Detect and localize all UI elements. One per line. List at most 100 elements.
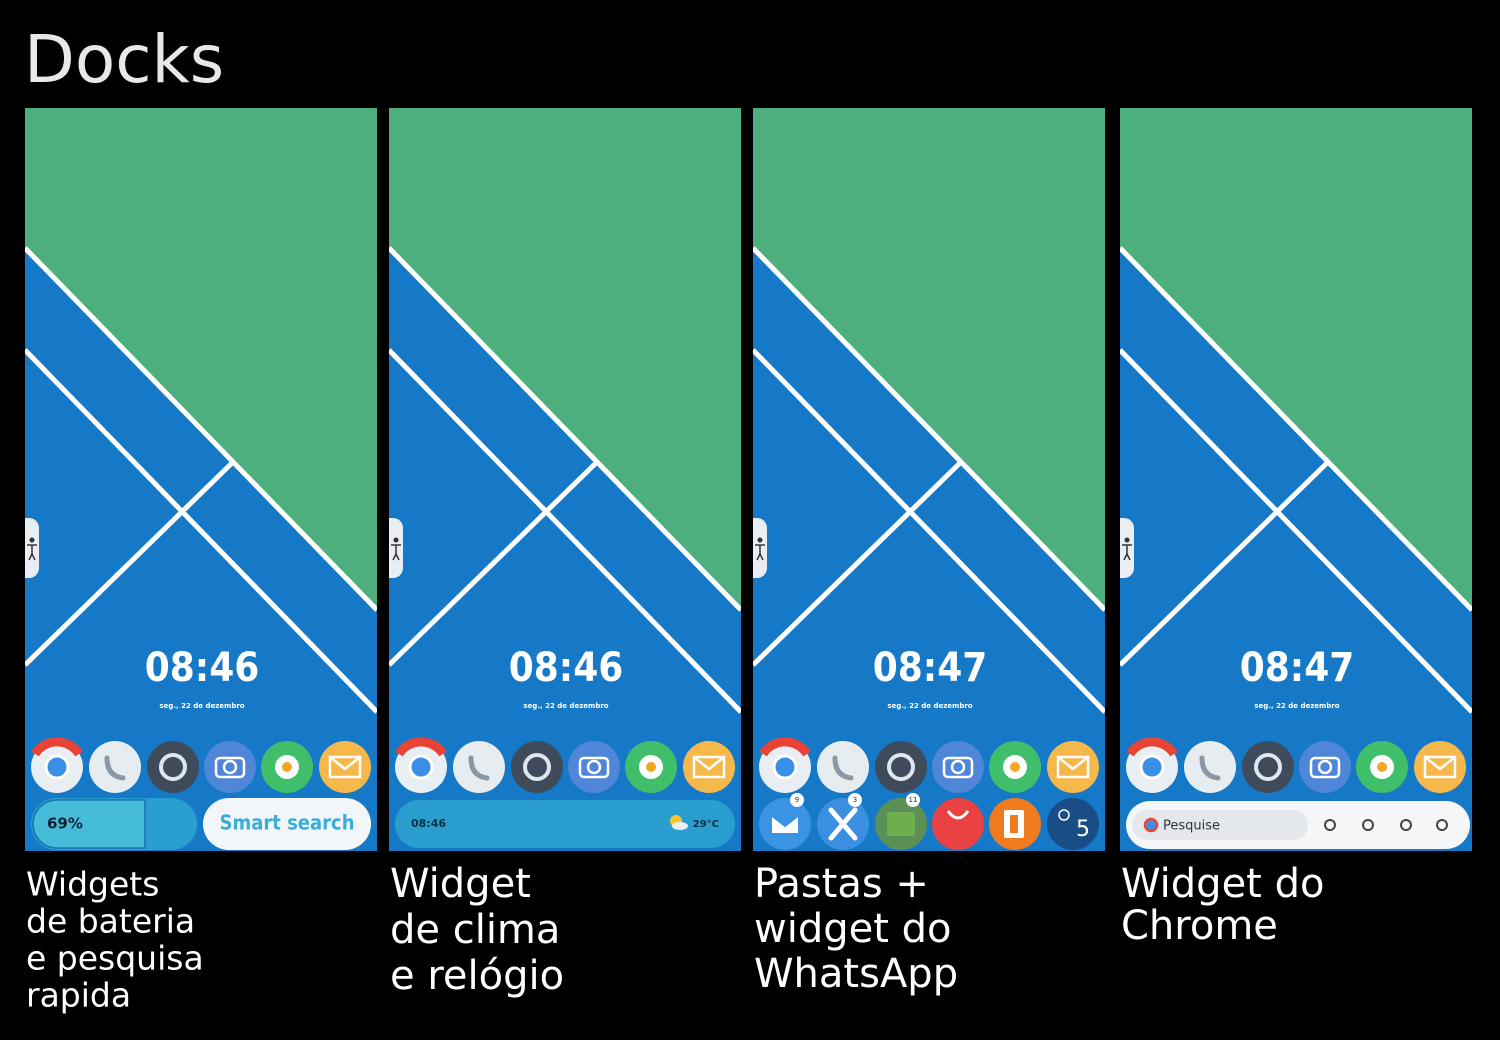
folder-icon[interactable] xyxy=(759,798,811,850)
camera-lens xyxy=(1317,759,1333,775)
chrome-action[interactable] xyxy=(1436,819,1448,831)
caption: rapida xyxy=(26,976,131,1015)
app-icon[interactable] xyxy=(683,741,735,793)
wallpaper-line xyxy=(389,348,741,714)
app-icon[interactable] xyxy=(1299,741,1351,793)
chrome-ring xyxy=(759,737,811,757)
app-icon[interactable] xyxy=(817,741,869,793)
app-icon[interactable] xyxy=(453,741,505,793)
badge xyxy=(906,793,920,807)
chrome-action[interactable] xyxy=(1324,819,1336,831)
chrome-inner xyxy=(44,754,70,780)
handle-icon xyxy=(1122,544,1132,561)
date: seg., 22 de dezembro xyxy=(1254,702,1339,710)
flower-center xyxy=(1377,762,1387,772)
caption: WhatsApp xyxy=(754,951,958,997)
title: Docks xyxy=(24,21,224,98)
app-icon[interactable] xyxy=(319,741,371,793)
chrome-inner xyxy=(1139,754,1165,780)
whatsapp-count: 5 xyxy=(1076,817,1090,842)
folder-icon[interactable] xyxy=(932,798,984,850)
app-icon[interactable] xyxy=(147,741,199,793)
chrome-inner xyxy=(408,754,434,780)
clock: 08:47 xyxy=(873,645,988,691)
app-icon[interactable] xyxy=(1414,741,1466,793)
clock: 08:47 xyxy=(1240,645,1355,691)
handle-icon xyxy=(29,537,35,543)
wallpaper-line xyxy=(1120,348,1472,714)
app-icon[interactable] xyxy=(1047,741,1099,793)
badge-count: 11 xyxy=(909,796,918,804)
folder-icon[interactable] xyxy=(1047,798,1099,850)
badge xyxy=(848,793,862,807)
phone-screen: 08:46 seg., 22 de dezembro 08:46 29°C xyxy=(389,108,741,851)
wallpaper-line xyxy=(389,246,741,612)
camera-glyph xyxy=(942,756,974,779)
settings-glyph xyxy=(523,753,551,781)
phone-screen: 08:47 seg., 22 de dezembro 9 3 11 5 xyxy=(753,108,1105,851)
caption: Widget xyxy=(390,861,531,907)
caption: Chrome xyxy=(1121,903,1278,949)
clock: 08:46 xyxy=(509,645,624,691)
handle-icon xyxy=(391,544,401,561)
date: seg., 22 de dezembro xyxy=(523,702,608,710)
weather-widget[interactable] xyxy=(395,800,735,848)
camera-glyph xyxy=(1309,756,1341,779)
app-icon[interactable] xyxy=(1242,741,1294,793)
chrome-action[interactable] xyxy=(1362,819,1374,831)
wallpaper-blue xyxy=(753,248,1105,851)
camera-lens xyxy=(222,759,238,775)
phone-glyph xyxy=(1199,755,1221,781)
wallpaper-blue xyxy=(389,248,741,851)
caption: de clima xyxy=(390,907,560,953)
wallpaper-line xyxy=(1120,246,1472,612)
tools-glyph xyxy=(828,807,858,841)
mail-glyph xyxy=(328,755,362,779)
camera-lens xyxy=(950,759,966,775)
handle-icon xyxy=(27,544,37,561)
caption: Widgets xyxy=(26,865,159,904)
mail-glyph xyxy=(692,755,726,779)
wallpaper-line xyxy=(25,460,235,667)
caption: Widget do xyxy=(1121,861,1324,907)
wallpaper-blue xyxy=(25,248,377,851)
chrome-ring xyxy=(1126,737,1178,757)
app-icon[interactable] xyxy=(1184,741,1236,793)
flower-center xyxy=(1010,762,1020,772)
widget-time: 08:46 xyxy=(411,817,446,830)
app-icon[interactable] xyxy=(568,741,620,793)
app-icon[interactable] xyxy=(932,741,984,793)
temperature: 29°C xyxy=(693,819,719,830)
chrome-search-label: Pesquise xyxy=(1163,819,1220,834)
mail-glyph xyxy=(1056,755,1090,779)
caption: Pastas + xyxy=(754,861,929,907)
whatsapp-glyph xyxy=(1058,809,1070,821)
caption: widget do xyxy=(754,906,951,952)
app-icon[interactable] xyxy=(511,741,563,793)
phone-glyph xyxy=(468,755,490,781)
badge-count: 3 xyxy=(853,796,857,804)
office-glyph-inner xyxy=(1010,815,1018,833)
wallpaper-line xyxy=(25,348,377,714)
screen: 08:47 seg., 22 de dezembro Pesquise xyxy=(1120,108,1472,851)
chrome-action[interactable] xyxy=(1400,819,1412,831)
date: seg., 22 de dezembro xyxy=(159,702,244,710)
screen: 08:46 seg., 22 de dezembro 69% Smart search xyxy=(25,108,377,851)
screen: 08:46 seg., 22 de dezembro 08:46 29°C xyxy=(389,108,741,851)
wallpaper-line xyxy=(1120,460,1330,667)
app-icon[interactable] xyxy=(89,741,141,793)
search-label: Smart search xyxy=(220,811,355,835)
wallpaper-line xyxy=(25,246,377,612)
search-widget[interactable] xyxy=(203,798,371,850)
app-icon[interactable] xyxy=(204,741,256,793)
screen: 08:47 seg., 22 de dezembro 9 3 11 5 xyxy=(753,108,1105,851)
camera-lens xyxy=(586,759,602,775)
battery-level xyxy=(32,799,146,849)
app-icon[interactable] xyxy=(875,741,927,793)
chrome-ring xyxy=(31,737,83,757)
flower-center xyxy=(646,762,656,772)
mail-glyph xyxy=(770,814,800,835)
chrome-ring xyxy=(395,737,447,757)
phone-glyph xyxy=(104,755,126,781)
